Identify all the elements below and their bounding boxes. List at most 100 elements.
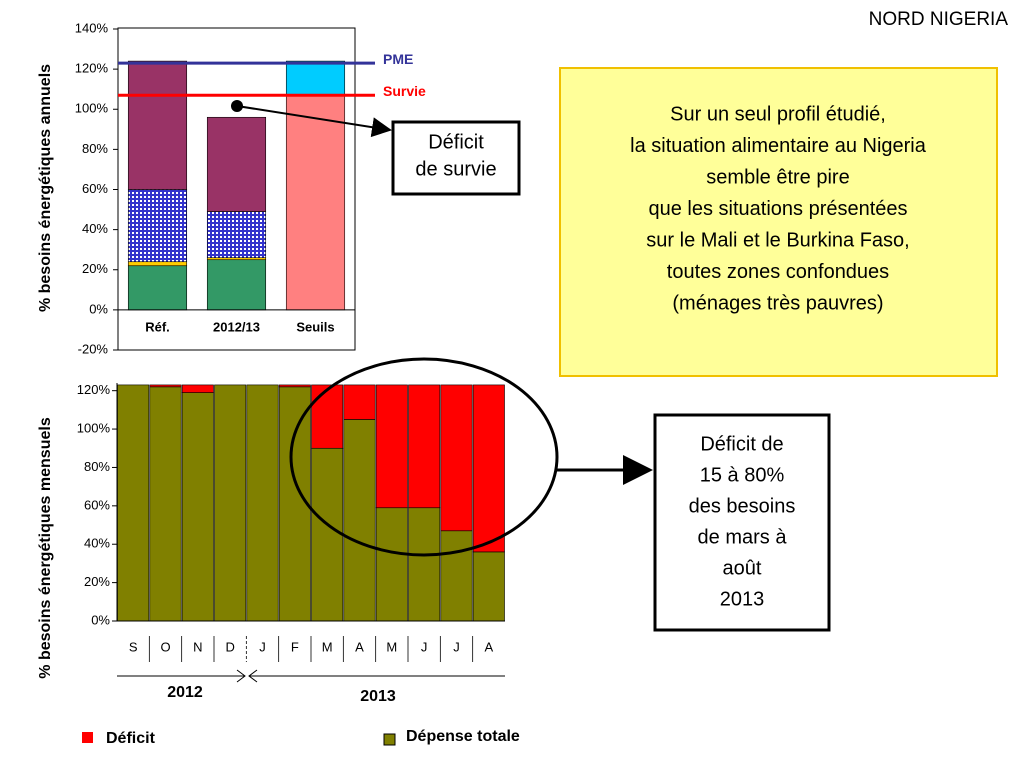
info-line: (ménages très pauvres) bbox=[672, 292, 883, 314]
bar-segment bbox=[206, 211, 267, 259]
y-tick-label: 20% bbox=[82, 261, 108, 276]
bar-segment bbox=[149, 384, 182, 388]
x-tick-label: M bbox=[322, 639, 333, 654]
bar-segment bbox=[117, 384, 150, 622]
y-axis-title: % besoins énergétiques mensuels bbox=[37, 417, 54, 679]
bar-segment bbox=[440, 384, 473, 532]
annotation-box bbox=[653, 413, 831, 632]
x-tick-label: Seuils bbox=[296, 319, 334, 334]
y-tick-label: 40% bbox=[84, 536, 110, 551]
bar-segment bbox=[285, 94, 346, 311]
bar-segment bbox=[214, 384, 247, 622]
bar-segment bbox=[311, 447, 344, 622]
period-label: 2013 bbox=[360, 688, 396, 705]
x-tick-label: D bbox=[225, 639, 234, 654]
x-tick-label: 2012/13 bbox=[213, 319, 260, 334]
y-tick-label: 120% bbox=[75, 61, 109, 76]
bar-segment bbox=[127, 60, 188, 190]
bar-segment bbox=[408, 507, 441, 622]
legend-swatch bbox=[383, 733, 396, 746]
x-tick-label: A bbox=[484, 639, 493, 654]
info-line: que les situations présentées bbox=[648, 198, 907, 220]
y-tick-label: 120% bbox=[77, 382, 111, 397]
info-text: Sur un seul profil étudié, la situation a… bbox=[630, 103, 927, 314]
annotation-line: Déficit de bbox=[700, 433, 783, 455]
x-tick-label: M bbox=[386, 639, 397, 654]
bar-segment bbox=[375, 384, 408, 509]
y-tick-label: -20% bbox=[78, 341, 109, 356]
annotation-line: des besoins bbox=[689, 495, 796, 517]
bar-segment bbox=[285, 60, 346, 96]
legend-label: Déficit bbox=[106, 730, 156, 747]
annotation: Déficit de survie bbox=[415, 131, 496, 180]
reference-label: Survie bbox=[383, 83, 426, 99]
bar-segment bbox=[408, 384, 441, 509]
bar-segment bbox=[278, 384, 311, 388]
y-tick-label: 60% bbox=[82, 181, 108, 196]
info-line: Sur un seul profil étudié, bbox=[670, 103, 886, 125]
page-title: NORD NIGERIA bbox=[869, 9, 1009, 30]
plot-area bbox=[117, 383, 505, 621]
bar-segment bbox=[149, 386, 182, 622]
x-tick-label: J bbox=[421, 639, 428, 654]
bar-segment bbox=[181, 392, 214, 622]
y-tick-label: 140% bbox=[75, 20, 109, 35]
y-tick-label: 40% bbox=[82, 221, 108, 236]
bar-segment bbox=[206, 259, 267, 311]
bar-segment bbox=[127, 265, 188, 311]
x-tick-label: O bbox=[160, 639, 170, 654]
bar-segment bbox=[472, 384, 505, 553]
info-line: toutes zones confondues bbox=[667, 261, 889, 283]
bar-segment bbox=[440, 530, 473, 622]
chart-1: -20% 0% 20% 40% 60% 80% 100% 120% 140% Réf. 2012/1… bbox=[75, 20, 426, 356]
y-tick-label: 60% bbox=[84, 497, 110, 512]
annotation-line: de mars à bbox=[698, 526, 788, 548]
arrow-dot bbox=[231, 100, 243, 112]
period-label: 2012 bbox=[167, 684, 203, 701]
x-tick-label: N bbox=[193, 639, 202, 654]
y-tick-label: 20% bbox=[84, 574, 110, 589]
info-line: semble être pire bbox=[706, 166, 849, 188]
annotation-line: 2013 bbox=[720, 588, 765, 610]
annotation-line: Déficit bbox=[428, 131, 484, 153]
period-arrows bbox=[236, 669, 258, 683]
info-line: sur le Mali et le Burkina Faso, bbox=[646, 229, 909, 251]
y-axis-title: % besoins énergétiques annuels bbox=[37, 64, 54, 312]
info-box bbox=[559, 67, 998, 377]
y-tick-label: 100% bbox=[77, 421, 111, 436]
reference-label: PME bbox=[383, 51, 413, 67]
annotation-line: de survie bbox=[415, 158, 496, 180]
bar-segment bbox=[206, 116, 267, 212]
bar-segment bbox=[278, 386, 311, 622]
y-tick-label: 80% bbox=[82, 141, 108, 156]
x-tick-label: S bbox=[129, 639, 138, 654]
chart-2: 0% 20% 40% 60% 80% 100% 120% S O N D J F M A M J J A bbox=[77, 382, 505, 662]
annotation-line: 15 à 80% bbox=[700, 464, 785, 486]
bar-segment bbox=[375, 507, 408, 622]
legend-label: Dépense totale bbox=[406, 728, 520, 745]
bar-segment bbox=[343, 384, 376, 420]
x-tick-label: A bbox=[355, 639, 364, 654]
annotation: Déficit de 15 à 80% des besoins de mars à ao… bbox=[689, 433, 796, 610]
bar-segment bbox=[206, 257, 267, 261]
y-tick-label: 0% bbox=[91, 612, 110, 627]
annotation-line: août bbox=[723, 557, 762, 579]
bar-segment bbox=[181, 384, 214, 393]
x-tick-label: F bbox=[291, 639, 299, 654]
bar-segment bbox=[246, 384, 279, 622]
x-tick-label: J bbox=[259, 639, 266, 654]
bar-segment bbox=[127, 261, 188, 267]
bar-segment bbox=[343, 419, 376, 622]
x-tick-label: J bbox=[453, 639, 460, 654]
y-tick-label: 0% bbox=[89, 301, 108, 316]
x-tick-label: Réf. bbox=[145, 319, 170, 334]
bar-segment bbox=[472, 551, 505, 622]
info-line: la situation alimentaire au Nigeria bbox=[630, 135, 927, 157]
bar-segment bbox=[311, 384, 344, 449]
bar-segment bbox=[127, 189, 188, 263]
legend-swatch bbox=[82, 732, 93, 743]
y-tick-label: 100% bbox=[75, 101, 109, 116]
y-tick-label: 80% bbox=[84, 459, 110, 474]
